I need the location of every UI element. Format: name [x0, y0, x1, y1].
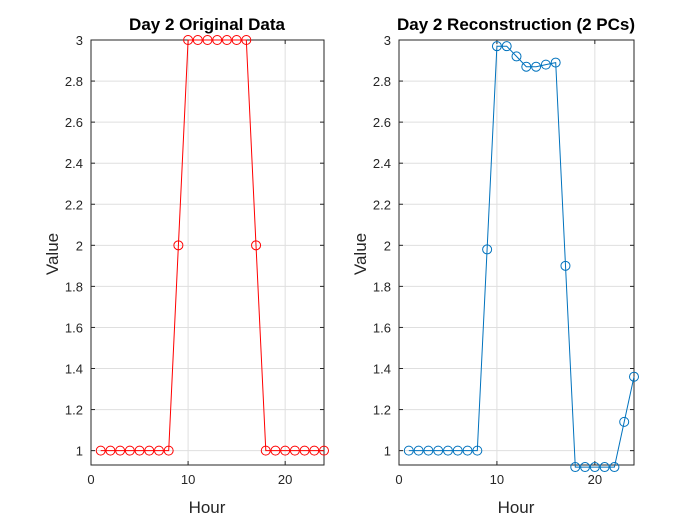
- data-point: [289, 445, 300, 456]
- data-point: [580, 462, 591, 473]
- data-point: [482, 244, 493, 255]
- data-point: [299, 445, 310, 456]
- data-point: [609, 462, 620, 473]
- data-point: [270, 445, 281, 456]
- data-point: [433, 445, 444, 456]
- y-tick-label: 2: [76, 238, 83, 253]
- y-axis-label: Value: [351, 233, 370, 275]
- x-tick-label: 20: [278, 472, 292, 487]
- y-tick-label: 2.6: [373, 115, 391, 130]
- x-tick-label: 0: [395, 472, 402, 487]
- data-point: [202, 35, 213, 45]
- data-point: [442, 445, 453, 456]
- data-point: [309, 445, 320, 456]
- data-point: [462, 445, 473, 456]
- data-point: [423, 445, 434, 456]
- data-point: [260, 445, 271, 456]
- series-line: [408, 45, 635, 468]
- data-point: [629, 371, 639, 382]
- data-point: [413, 445, 424, 456]
- data-point: [280, 445, 291, 456]
- data-point: [491, 41, 502, 52]
- y-tick-label: 1.4: [65, 362, 83, 377]
- y-tick-label: 2.8: [65, 74, 83, 89]
- y-axis-label: Value: [43, 233, 62, 275]
- data-point: [531, 61, 542, 72]
- data-point: [183, 35, 194, 45]
- data-point: [599, 462, 610, 473]
- data-point: [540, 59, 551, 70]
- chart-title: Day 2 Reconstruction (2 PCs): [397, 15, 635, 34]
- y-tick-label: 1: [76, 444, 83, 459]
- y-tick-label: 3: [384, 33, 391, 48]
- axes-box: [398, 39, 635, 466]
- data-point: [231, 35, 242, 45]
- y-tick-label: 1.8: [373, 279, 391, 294]
- data-point: [550, 57, 561, 68]
- data-point: [95, 445, 106, 456]
- x-axis-label: Hour: [189, 498, 226, 517]
- data-point: [452, 445, 463, 456]
- data-point: [560, 260, 571, 271]
- data-point: [511, 51, 522, 62]
- y-tick-label: 2.4: [373, 156, 391, 171]
- data-point: [105, 445, 116, 456]
- y-tick-label: 1.6: [65, 320, 83, 335]
- x-tick-label: 20: [588, 472, 602, 487]
- y-tick-label: 2.6: [65, 115, 83, 130]
- y-tick-label: 1.8: [65, 279, 83, 294]
- y-tick-label: 3: [76, 33, 83, 48]
- data-point: [319, 445, 329, 456]
- data-point: [501, 41, 512, 52]
- data-point: [472, 445, 483, 456]
- data-point: [134, 445, 145, 456]
- data-point: [124, 445, 135, 456]
- y-tick-label: 2.2: [373, 197, 391, 212]
- chart-title: Day 2 Original Data: [129, 15, 285, 34]
- y-tick-label: 2.8: [373, 74, 391, 89]
- y-tick-label: 1.2: [65, 403, 83, 418]
- data-point: [570, 462, 581, 473]
- x-axis-label: Hour: [498, 498, 535, 517]
- subplot-original: Day 2 Original Data Hour Value 0 10 20 1 1.2…: [43, 15, 329, 517]
- y-tick-label: 2.4: [65, 156, 83, 171]
- x-tick-label: 10: [490, 472, 504, 487]
- data-point: [144, 445, 155, 456]
- data-point: [221, 35, 232, 45]
- data-point: [589, 462, 600, 473]
- y-tick-label: 1.4: [373, 362, 391, 377]
- data-point: [153, 445, 164, 456]
- data-point: [212, 35, 223, 45]
- y-tick-label: 1.2: [373, 403, 391, 418]
- data-point: [115, 445, 126, 456]
- y-tick-label: 2.2: [65, 197, 83, 212]
- data-point: [173, 240, 184, 251]
- y-tick-label: 1: [384, 444, 391, 459]
- y-tick-label: 2: [384, 238, 391, 253]
- data-point: [521, 61, 532, 72]
- data-point: [403, 445, 414, 456]
- subplot-reconstruction: Day 2 Reconstruction (2 PCs) Hour Value …: [351, 15, 639, 517]
- x-tick-label: 10: [181, 472, 195, 487]
- y-tick-label: 1.6: [373, 320, 391, 335]
- x-tick-label: 0: [87, 472, 94, 487]
- data-point: [163, 445, 174, 456]
- data-point: [619, 416, 630, 427]
- data-point: [241, 35, 252, 45]
- data-point: [251, 240, 262, 251]
- data-point: [192, 35, 203, 45]
